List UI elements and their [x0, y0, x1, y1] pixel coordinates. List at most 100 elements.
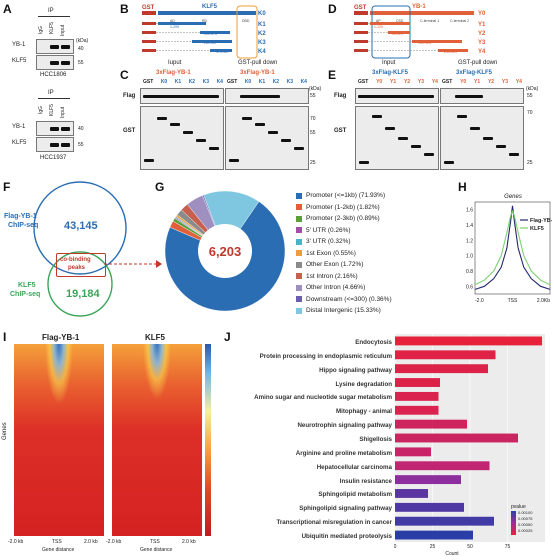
j-bar-11 — [395, 475, 461, 485]
legend-swatch — [296, 238, 302, 245]
e-row-gst: GST — [334, 128, 347, 134]
legend-swatch — [296, 227, 302, 234]
c-lane-k1: K1 — [174, 79, 182, 85]
donut-legend-item: Promoter (<=1kb) (71.93%) — [296, 190, 456, 202]
c-construct-2: 3xFlag-YB-1 — [240, 70, 275, 76]
c-row-flag: Flag — [123, 93, 136, 99]
j-term-label: Hippo signaling pathway — [319, 366, 392, 374]
h-ytick-label: 1.0 — [466, 254, 473, 260]
klf5-construct-diagram: GST KLF5 AD RD DBD K0 K1 K2 K3 K4 1-295 … — [142, 4, 266, 59]
d-y2: Y2 — [478, 31, 486, 37]
b-range-4: 375-457 — [216, 50, 229, 54]
kda-unit: (kDa) — [76, 38, 89, 44]
e-blot-gst-input — [355, 106, 439, 170]
j-term-label: Mitophagy - animal — [335, 408, 392, 416]
j-xtick-label: 50 — [467, 544, 473, 550]
donut-legend: Promoter (<=1kb) (71.93%) Promoter (1-2kb… — [296, 190, 456, 317]
panel-d-label: D — [328, 2, 337, 16]
d-range-1: 1-129 — [374, 25, 383, 29]
e-lane-y3-2: Y3 — [501, 79, 509, 85]
c-lane-k2: K2 — [188, 79, 196, 85]
e-construct-1: 3xFlag-KLF5 — [372, 70, 409, 76]
heatmap-colorbar — [205, 344, 211, 536]
j-term-label: Lysine degradation — [335, 380, 393, 388]
h-ytick-label: 0.8 — [466, 269, 473, 275]
c-blot-gst-pull — [225, 106, 309, 170]
h-xtick-label: -2.0 — [475, 298, 484, 304]
donut-legend-item: 3' UTR (0.32%) — [296, 236, 456, 248]
legend-label: Promoter (<=1kb) (71.93%) — [306, 192, 386, 200]
cell-line-bottom: HCC1937 — [40, 155, 67, 161]
venn-circle-klf5 — [47, 251, 113, 317]
d-range-4: 234-324 — [444, 50, 457, 54]
c-lane-k0-2: K0 — [244, 79, 252, 85]
donut-legend-item: 5' UTR (0.26%) — [296, 225, 456, 237]
heatmap-klf5 — [112, 344, 202, 536]
peak-annotation-donut: 6,203 — [164, 190, 286, 312]
legend-swatch — [296, 250, 302, 257]
h-xtick-label: TSS — [508, 298, 518, 304]
j-term-label: Insulin resistance — [339, 477, 392, 485]
venn-overlap-1: co-binding — [60, 257, 91, 263]
blot-a2-yb1 — [36, 121, 74, 136]
j-bar-3 — [395, 364, 488, 374]
b-range-1: 1-295 — [170, 25, 179, 29]
e-m25: 25 — [527, 160, 533, 166]
j-xlabel: Count — [445, 551, 459, 557]
e-input-title: Input — [382, 60, 396, 66]
e-lane-y4: Y4 — [431, 79, 438, 85]
b-k3: K3 — [258, 40, 266, 46]
j-bar-1 — [395, 336, 542, 346]
legend-label: Downstream (<=300) (0.36%) — [306, 295, 392, 303]
b-domain-dbd: DBD — [242, 19, 250, 23]
venn-overlap-2: peaks — [68, 265, 86, 271]
e-lane-row-1: GST Y0 Y1 Y2 Y3 Y4 — [358, 79, 438, 87]
legend-label: Promoter (2-3kb) (0.89%) — [306, 215, 380, 223]
c-pull-title: GST-pull down — [238, 60, 278, 66]
d-row-segment-1 — [370, 22, 410, 25]
venn-diagram — [33, 181, 127, 317]
d-row-segment-2 — [388, 31, 410, 34]
h-ytick-label: 1.2 — [466, 238, 473, 244]
h-legend-label-1: Flag-YB-1 — [530, 218, 552, 224]
e-lane-y4-2: Y4 — [515, 79, 522, 85]
legend-label: 5' UTR (0.26%) — [306, 226, 351, 234]
j-bar-10 — [395, 461, 490, 471]
b-dbd-box — [236, 5, 258, 59]
legend-swatch — [296, 307, 302, 314]
j-legend-colorbar — [511, 511, 516, 535]
j-legend-tick-2: 0.00075 — [518, 516, 533, 521]
heatmap-yb1 — [14, 344, 104, 536]
c-kda: (kDa) — [309, 86, 322, 92]
panel-f-label: F — [3, 180, 11, 194]
panel-a-label: A — [3, 2, 12, 16]
d-row-gst-2 — [354, 31, 368, 34]
i-ylabel: Genes — [2, 422, 8, 440]
e-lane-gst: GST — [358, 79, 369, 85]
e-lane-y3: Y3 — [417, 79, 425, 85]
panel-g-label: G — [155, 180, 165, 194]
j-term-label: Endocytosis — [355, 339, 392, 346]
j-bar-6 — [395, 405, 439, 415]
lane-igg-2: IgG — [38, 105, 44, 114]
i-xtick-c2: TSS — [150, 539, 160, 545]
legend-label: Distal Intergenic (15.33%) — [306, 307, 381, 315]
d-y3: Y3 — [478, 40, 486, 46]
row-yb1-2: YB-1 — [12, 124, 26, 130]
j-bar-5 — [395, 391, 439, 401]
venn-circle-yb1 — [33, 181, 127, 275]
d-row-gst-3 — [354, 40, 368, 43]
legend-label: Other Exon (1.72%) — [306, 261, 364, 269]
b-gst-label: GST — [142, 5, 155, 11]
j-bar-9 — [395, 447, 431, 457]
b-row-gst-3 — [142, 40, 156, 43]
c-blot-gst-input — [140, 106, 224, 170]
overlap-box — [56, 253, 106, 277]
lane-igg: IgG — [38, 25, 44, 34]
e-pull-title: GST-pull down — [458, 60, 498, 66]
i-xlabel-1: Gene distance — [42, 547, 75, 553]
h-ytick-label: 0.6 — [466, 284, 473, 290]
e-lane-gst-2: GST — [442, 79, 453, 85]
b-construct-rows — [142, 22, 232, 52]
d-domain-ap: AP — [376, 19, 381, 23]
